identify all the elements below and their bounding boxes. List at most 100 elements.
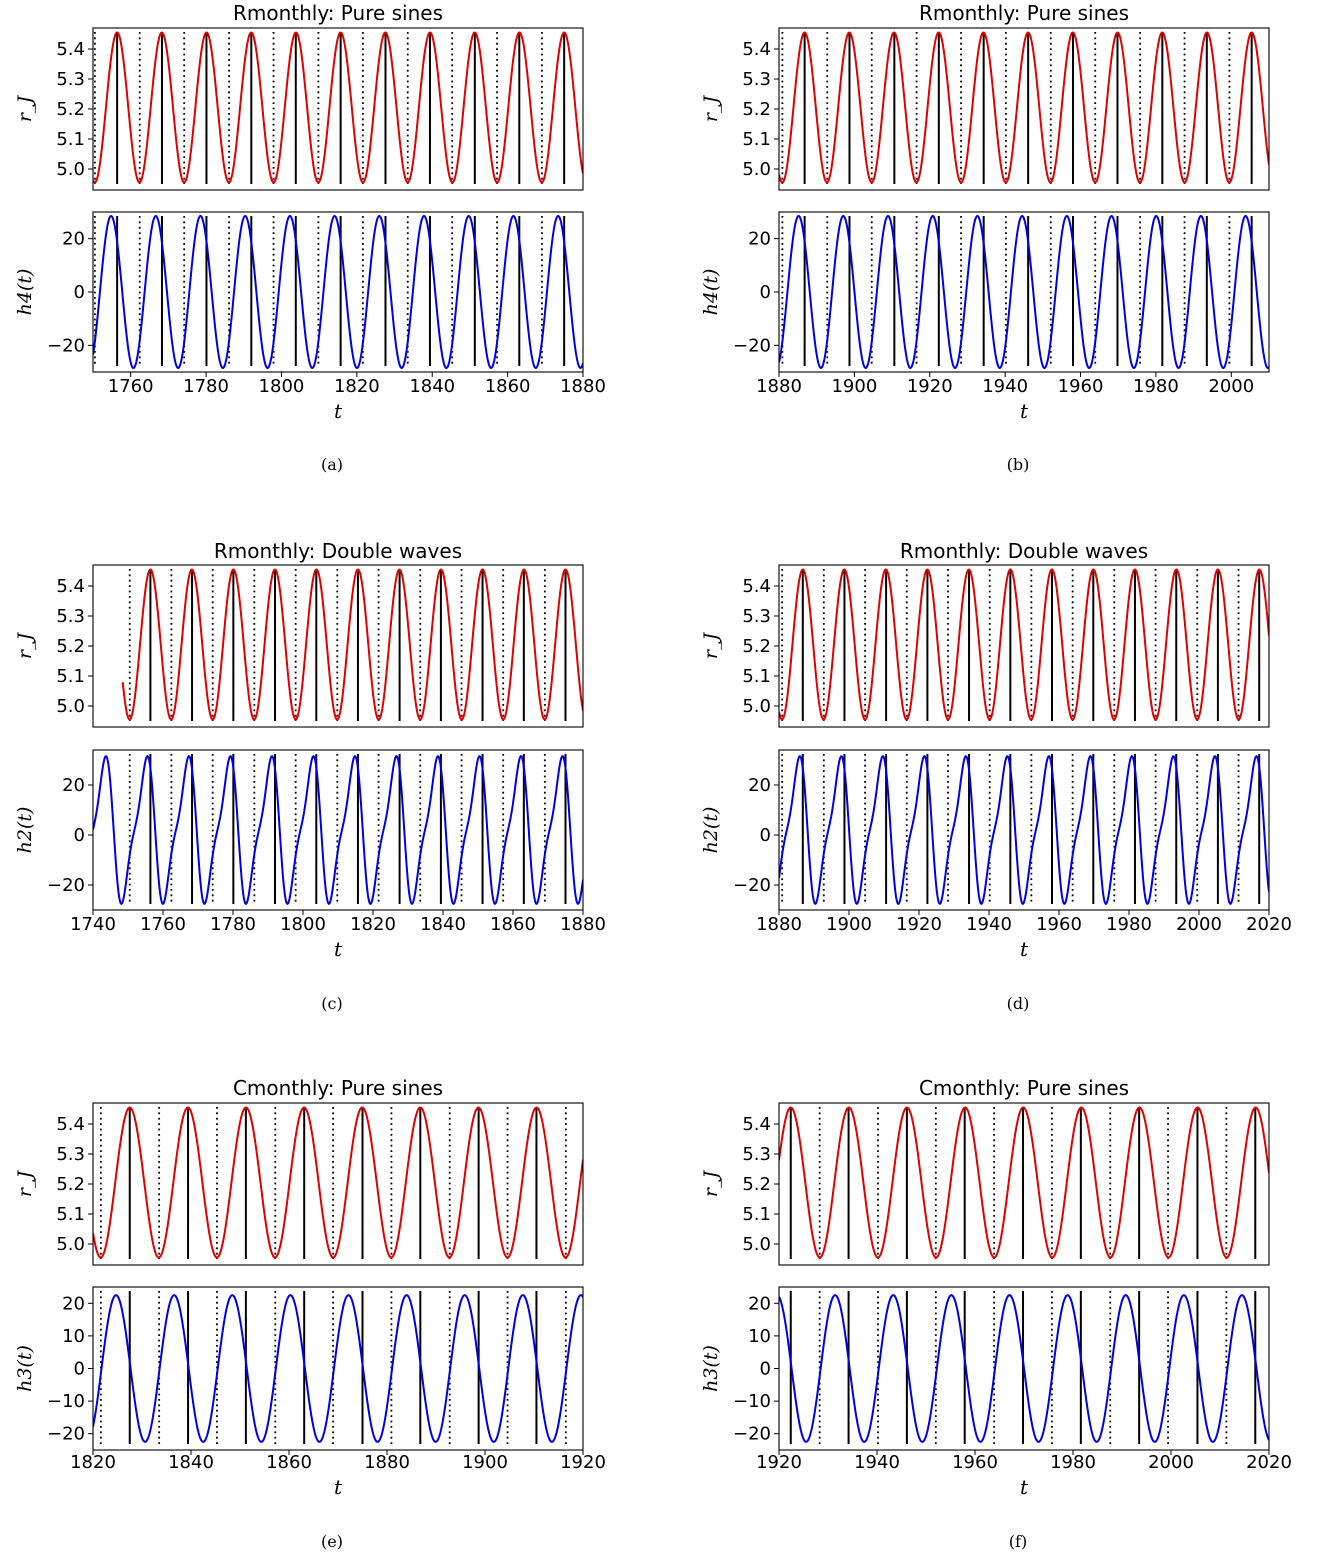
y-tick-label: −20 bbox=[733, 335, 771, 356]
x-axis-label: t bbox=[1020, 937, 1029, 961]
x-tick-label: 1920 bbox=[560, 1452, 606, 1473]
x-tick-label: 1880 bbox=[756, 376, 802, 397]
subfigure-c: Rmonthly: Double waves 5.0 5.1 5.2 5.3 5.4 r_J… bbox=[14, 539, 606, 1013]
marker-group bbox=[789, 1291, 1257, 1444]
bottom-panel: −20 −10 0 10 20 h3(t) bbox=[700, 1286, 1270, 1451]
y-tick-label: 5.1 bbox=[56, 666, 85, 687]
y-axis-label: h2(t) bbox=[700, 807, 722, 854]
top-panel: 5.0 5.1 5.2 5.3 5.4 r_J bbox=[14, 564, 584, 728]
y-tick-label: 20 bbox=[62, 229, 85, 250]
r-series-line bbox=[779, 568, 1269, 721]
axes-frame bbox=[778, 564, 1270, 728]
x-tick-label: 1960 bbox=[952, 1452, 998, 1473]
y-tick-label: 5.1 bbox=[742, 129, 771, 150]
y-tick-label: 5.3 bbox=[742, 1144, 771, 1165]
h-series-line bbox=[779, 214, 1269, 370]
bottom-panel: −20 0 20 h4(t) bbox=[14, 211, 584, 373]
y-tick-label: 0 bbox=[760, 282, 771, 303]
y-tick-label: 5.0 bbox=[56, 1234, 85, 1255]
top-panel: 5.0 5.1 5.2 5.3 5.4 r_J bbox=[14, 27, 584, 191]
axes-frame bbox=[778, 749, 1270, 911]
y-tick-label: 20 bbox=[62, 775, 85, 796]
y-axis-label: h3(t) bbox=[700, 1345, 722, 1392]
y-tick-label: 5.3 bbox=[742, 69, 771, 90]
y-tick-label: −20 bbox=[47, 1424, 85, 1445]
x-tick-label: 1900 bbox=[826, 914, 872, 935]
x-tick-label: 1880 bbox=[560, 914, 606, 935]
chart-title: Cmonthly: Pure sines bbox=[233, 1076, 443, 1100]
y-tick-label: 5.4 bbox=[742, 576, 771, 597]
y-tick-label: 0 bbox=[74, 1359, 85, 1380]
x-tick-label: 1800 bbox=[259, 376, 305, 397]
x-axis-label: t bbox=[1020, 1475, 1029, 1499]
y-axis-label: r_J bbox=[14, 1170, 36, 1198]
x-tick-label: 1840 bbox=[409, 376, 455, 397]
x-tick-label: 1900 bbox=[831, 376, 877, 397]
y-tick-label: 5.0 bbox=[56, 696, 85, 717]
y-tick-label: 5.4 bbox=[742, 1114, 771, 1135]
y-tick-label: 5.3 bbox=[56, 1144, 85, 1165]
x-tick-label: 1860 bbox=[490, 914, 536, 935]
y-axis-label: h4(t) bbox=[14, 269, 36, 316]
x-axis-label: t bbox=[334, 937, 343, 961]
y-tick-label: 5.1 bbox=[742, 1204, 771, 1225]
y-tick-label: 5.1 bbox=[56, 1204, 85, 1225]
y-tick-label: 5.2 bbox=[56, 1174, 85, 1195]
y-tick-label: 5.0 bbox=[742, 1234, 771, 1255]
y-tick-label: 5.4 bbox=[56, 1114, 85, 1135]
y-tick-label: 10 bbox=[748, 1326, 771, 1347]
h-series-line bbox=[93, 1294, 583, 1443]
x-tick-label: 1840 bbox=[420, 914, 466, 935]
marker-group bbox=[128, 754, 567, 904]
x-tick-label: 1900 bbox=[462, 1452, 508, 1473]
x-tick-label: 1880 bbox=[364, 1452, 410, 1473]
y-tick-label: 5.4 bbox=[56, 576, 85, 597]
y-tick-label: 5.4 bbox=[56, 39, 85, 60]
top-panel: 5.0 5.1 5.2 5.3 5.4 r_J bbox=[14, 1102, 584, 1266]
x-axis-label: t bbox=[334, 1475, 343, 1499]
y-tick-label: 5.0 bbox=[56, 159, 85, 180]
y-axis-label: h3(t) bbox=[14, 1345, 36, 1392]
subfigure-d: Rmonthly: Double waves 5.0 5.1 5.2 5.3 5.4 r_J… bbox=[700, 539, 1292, 1013]
subfigure-caption: (e) bbox=[321, 1532, 343, 1551]
y-tick-label: 5.2 bbox=[742, 636, 771, 657]
y-axis-label: h2(t) bbox=[14, 807, 36, 854]
bottom-panel: −20 0 20 h2(t) bbox=[700, 749, 1270, 911]
y-tick-label: 5.1 bbox=[742, 666, 771, 687]
y-tick-label: 5.0 bbox=[742, 696, 771, 717]
subfigure-caption: (a) bbox=[321, 455, 343, 474]
subfigure-caption: (f) bbox=[1009, 1532, 1027, 1551]
y-tick-label: 5.2 bbox=[56, 99, 85, 120]
marker-group bbox=[789, 1107, 1257, 1259]
axes-frame bbox=[92, 1286, 584, 1451]
x-tick-label: 2020 bbox=[1246, 1452, 1292, 1473]
bottom-panel: −20 0 20 h2(t) bbox=[14, 749, 584, 911]
x-tick-label: 1960 bbox=[1036, 914, 1082, 935]
x-tick-label: 1820 bbox=[70, 1452, 116, 1473]
subfigure-b: Rmonthly: Pure sines 5.0 5.1 5.2 5.3 5.4 r_J −2… bbox=[700, 1, 1270, 474]
y-tick-label: 20 bbox=[748, 775, 771, 796]
x-tick-label: 1820 bbox=[350, 914, 396, 935]
subfigure-caption: (c) bbox=[321, 994, 342, 1013]
y-tick-label: 5.2 bbox=[56, 636, 85, 657]
y-tick-label: 5.0 bbox=[742, 159, 771, 180]
top-panel: 5.0 5.1 5.2 5.3 5.4 r_J bbox=[700, 564, 1270, 728]
y-tick-label: −20 bbox=[733, 1424, 771, 1445]
x-axis-label: t bbox=[1020, 399, 1029, 423]
y-tick-label: −20 bbox=[733, 875, 771, 896]
bottom-panel: −20 0 20 h4(t) bbox=[700, 211, 1270, 373]
x-tick-label: 1780 bbox=[183, 376, 229, 397]
x-tick-label: 2000 bbox=[1148, 1452, 1194, 1473]
r-series-line bbox=[779, 1106, 1269, 1259]
subfigure-a: Rmonthly: Pure sines 5.0 5.1 5.2 5.3 5.4 r_J −2… bbox=[14, 1, 606, 474]
chart-title: Rmonthly: Pure sines bbox=[233, 1, 443, 25]
y-tick-label: −10 bbox=[47, 1391, 85, 1412]
y-tick-label: 5.4 bbox=[742, 39, 771, 60]
r-series-line bbox=[121, 568, 583, 721]
x-tick-label: 1840 bbox=[168, 1452, 214, 1473]
marker-group bbox=[781, 32, 1253, 184]
h-series-line bbox=[93, 214, 583, 370]
r-series-line bbox=[779, 31, 1269, 184]
x-tick-label: 1760 bbox=[140, 914, 186, 935]
x-tick-label: 1860 bbox=[485, 376, 531, 397]
